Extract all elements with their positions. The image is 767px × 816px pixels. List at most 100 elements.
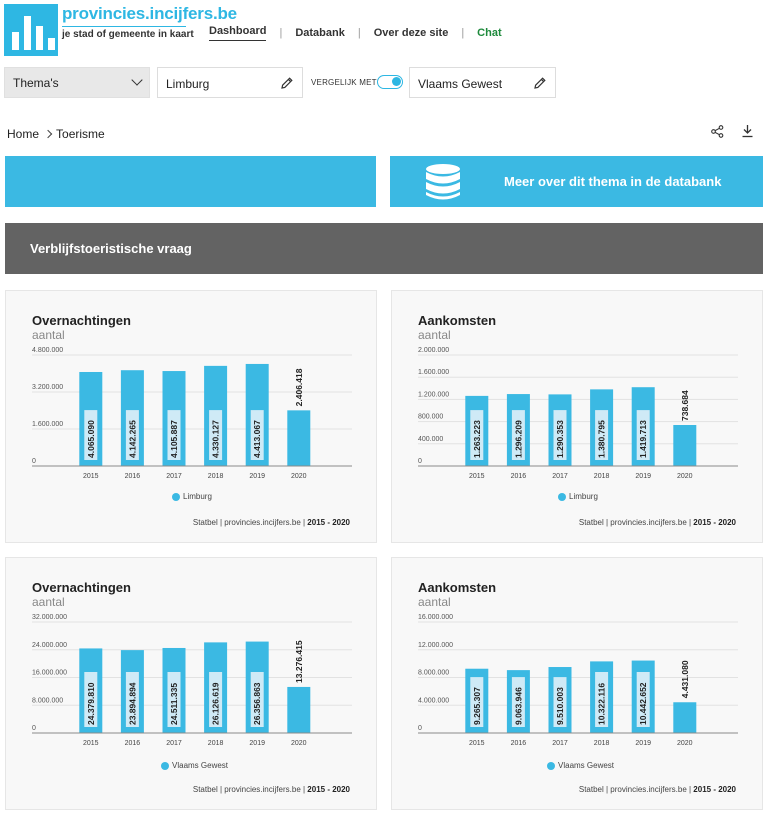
data-label: 1.290.353 — [555, 420, 565, 458]
data-label: 10.442.652 — [638, 682, 648, 725]
thema-dropdown-label: Thema's — [13, 76, 59, 90]
y-tick-label: 4.000.000 — [418, 697, 449, 704]
data-label: 9.510.003 — [555, 687, 565, 725]
chart-title: Overnachtingen — [32, 580, 131, 595]
legend-label: Vlaams Gewest — [172, 761, 229, 770]
data-label: 1.380.795 — [597, 420, 607, 458]
legend-dot-icon — [547, 761, 555, 770]
data-label-background — [553, 677, 567, 727]
chart-legend[interactable]: Vlaams Gewest — [547, 761, 614, 770]
chart-title: Aankomsten — [418, 580, 497, 595]
chart-card-aankomsten-vlaams-gewest: Aankomsten aantal 0 4.000.000 8.000.000 12.… — [391, 557, 763, 810]
download-icon[interactable] — [741, 124, 754, 138]
bar[interactable] — [673, 702, 697, 733]
section-header[interactable]: Verblijfstoeristische vraag — [5, 223, 763, 274]
bar[interactable] — [287, 410, 311, 466]
data-label: 9.265.307 — [472, 687, 482, 725]
data-label-background — [167, 672, 181, 727]
y-tick-label: 24.000.000 — [32, 642, 67, 649]
y-tick-label: 0 — [32, 458, 36, 465]
logo-title[interactable]: provincies.incijfers.be — [62, 4, 237, 23]
section-title: Verblijfstoeristische vraag — [30, 241, 192, 256]
chart-source: Statbel | provincies.incijfers.be | 2015… — [193, 785, 350, 794]
legend-label: Limburg — [569, 492, 598, 501]
data-label: 23.894.894 — [127, 682, 137, 725]
pencil-icon[interactable] — [280, 76, 294, 90]
data-label-background — [595, 410, 609, 460]
x-tick-label: 2020 — [677, 740, 693, 747]
x-tick-label: 2020 — [291, 473, 307, 480]
data-label: 4.142.265 — [127, 420, 137, 458]
source-years: 2015 - 2020 — [307, 785, 350, 794]
x-tick-label: 2018 — [594, 473, 610, 480]
share-icon[interactable] — [711, 125, 724, 138]
pencil-icon[interactable] — [533, 76, 547, 90]
chart-title: Overnachtingen — [32, 313, 131, 328]
y-tick-label: 4.800.000 — [32, 347, 63, 354]
data-label: 24.511.335 — [169, 683, 179, 725]
x-tick-label: 2019 — [635, 740, 651, 747]
data-label-background — [84, 672, 98, 727]
data-label: 10.322.116 — [597, 683, 607, 725]
x-tick-label: 2015 — [469, 473, 485, 480]
header: provincies.incijfers.be je stad of gemee… — [0, 0, 767, 62]
y-tick-label: 1.600.000 — [418, 369, 449, 376]
x-tick-label: 2019 — [249, 740, 265, 747]
y-tick-label: 8.000.000 — [32, 697, 63, 704]
y-tick-label: 0 — [418, 458, 422, 465]
selection-controls: Thema's Limburg VERGELIJK MET Vlaams Gew… — [0, 67, 767, 99]
x-tick-label: 2015 — [83, 473, 99, 480]
x-tick-label: 2017 — [552, 473, 568, 480]
data-label: 26.356.863 — [252, 682, 262, 725]
data-label-background — [209, 672, 223, 727]
source-text: Statbel | provincies.incijfers.be | — [578, 785, 694, 794]
y-tick-label: 0 — [418, 725, 422, 732]
nav-databank[interactable]: Databank — [295, 27, 345, 39]
data-label-background — [125, 672, 139, 727]
chart-legend[interactable]: Vlaams Gewest — [161, 761, 228, 770]
thema-dropdown[interactable]: Thema's — [4, 67, 150, 98]
data-label: 4.431.080 — [680, 660, 690, 698]
chart-subtitle: aantal — [32, 595, 65, 609]
data-label-background — [209, 410, 223, 460]
data-label: 13.276.415 — [294, 640, 304, 683]
chart-legend[interactable]: Limburg — [558, 492, 598, 501]
source-years: 2015 - 2020 — [693, 785, 736, 794]
chart-legend[interactable]: Limburg — [172, 492, 212, 501]
bar-chart: 0 400.000 800.000 1.200.000 1.600.000 2.000.0… — [418, 347, 738, 480]
bar-chart: 0 8.000.000 16.000.000 24.000.000 32.000.000… — [32, 614, 352, 747]
chart-card-overnachtingen-vlaams-gewest: Overnachtingen aantal 0 8.000.000 16.000.0… — [5, 557, 377, 810]
chart-title: Aankomsten — [418, 313, 497, 328]
source-text: Statbel | provincies.incijfers.be | — [192, 518, 308, 527]
source-text: Statbel | provincies.incijfers.be | — [192, 785, 308, 794]
databank-button[interactable]: Meer over dit thema in de databank — [390, 156, 763, 207]
data-label: 1.419.713 — [638, 420, 648, 458]
nav-chat[interactable]: Chat — [477, 27, 502, 39]
x-tick-label: 2020 — [291, 740, 307, 747]
breadcrumb-home[interactable]: Home — [7, 127, 40, 141]
area-select-field[interactable]: Limburg — [157, 67, 303, 98]
compare-select-field[interactable]: Vlaams Gewest — [409, 67, 556, 98]
y-tick-label: 1.200.000 — [418, 391, 449, 398]
logo-icon[interactable] — [4, 4, 58, 56]
chart-card-aankomsten-limburg: Aankomsten aantal 0 400.000 800.000 1.200.0… — [391, 290, 763, 543]
data-label: 9.063.946 — [513, 687, 523, 725]
legend-label: Limburg — [183, 492, 212, 501]
nav-over-deze-site[interactable]: Over deze site — [373, 27, 449, 39]
chart-subtitle: aantal — [418, 595, 451, 609]
data-label: 26.126.619 — [211, 682, 221, 725]
bar[interactable] — [673, 425, 697, 466]
x-tick-label: 2018 — [208, 473, 224, 480]
compare-toggle[interactable] — [377, 75, 403, 89]
data-label: 738.684 — [680, 390, 690, 421]
nav-separator: | — [279, 27, 283, 39]
source-text: Statbel | provincies.incijfers.be | — [578, 518, 694, 527]
area-value: Limburg — [166, 77, 210, 91]
nav-separator: | — [357, 27, 361, 39]
y-tick-label: 2.000.000 — [418, 347, 449, 354]
bar[interactable] — [287, 686, 311, 733]
nav-dashboard[interactable]: Dashboard — [209, 25, 267, 41]
breadcrumb-current: Toerisme — [56, 127, 105, 141]
blank-action-button[interactable] — [5, 156, 376, 207]
compare-label: VERGELIJK MET — [311, 78, 377, 87]
